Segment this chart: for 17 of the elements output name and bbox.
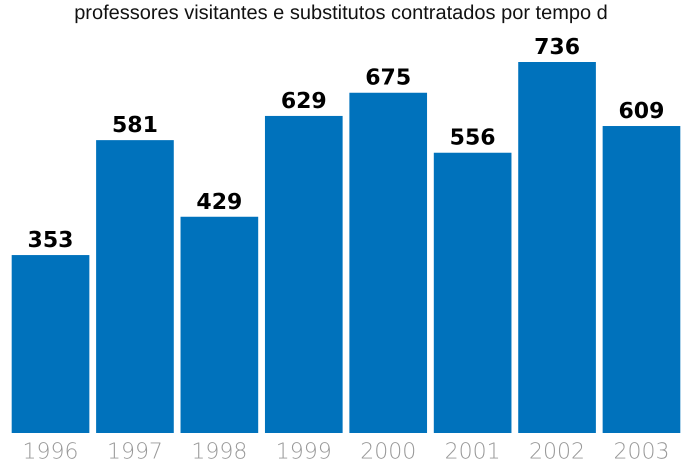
data-label: 675 bbox=[365, 66, 412, 91]
x-tick-label: 2001 bbox=[444, 440, 501, 465]
x-tick-label: 1997 bbox=[106, 440, 163, 465]
x-tick-label: 1999 bbox=[276, 440, 332, 465]
x-tick-label: 2000 bbox=[360, 440, 416, 465]
data-label: 581 bbox=[112, 113, 158, 138]
data-label: 736 bbox=[534, 35, 580, 60]
data-label: 556 bbox=[450, 126, 496, 151]
x-tick-label: 2003 bbox=[613, 440, 670, 465]
x-tick-label: 1996 bbox=[22, 440, 79, 465]
chart-title: professores visitantes e substitutos contratados por tempo d bbox=[74, 2, 608, 24]
data-label: 353 bbox=[28, 228, 74, 254]
data-label: 429 bbox=[196, 190, 242, 215]
data-label: 609 bbox=[618, 99, 664, 124]
x-tick-label: 1998 bbox=[191, 440, 248, 465]
data-label: 629 bbox=[280, 88, 327, 114]
x-tick-label: 2002 bbox=[529, 440, 586, 465]
